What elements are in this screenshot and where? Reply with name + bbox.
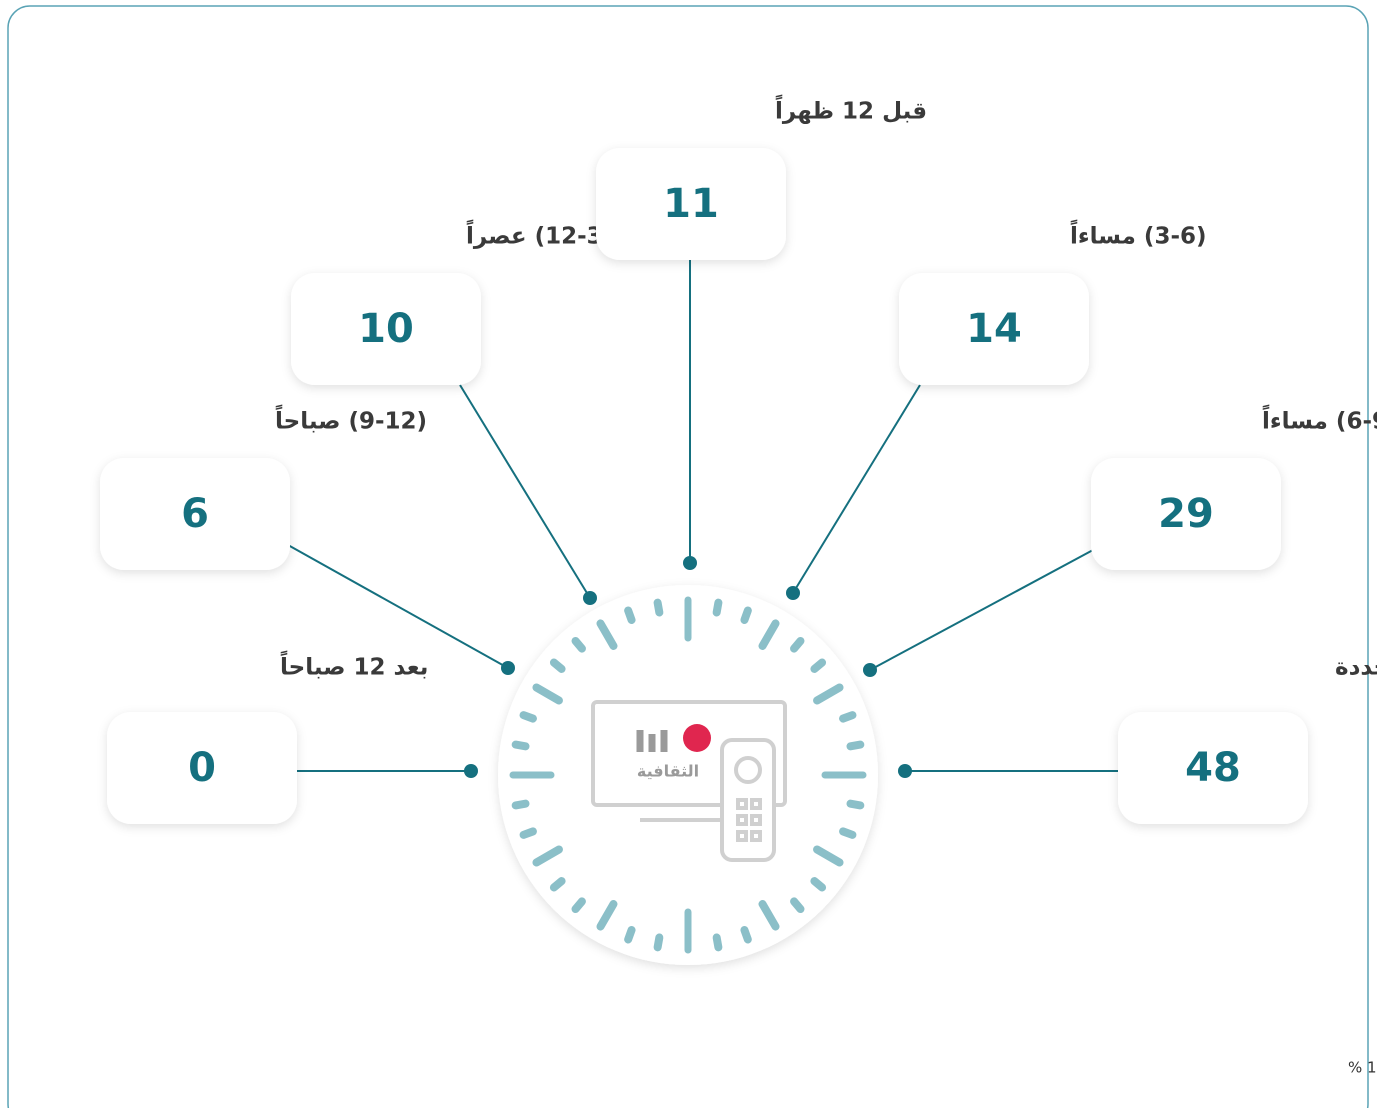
clock-tick [740,606,752,624]
logo-text: الثقافية [637,762,699,781]
connector [869,549,1094,671]
slot-value: 48 [1185,745,1241,791]
clock-tick [653,598,664,617]
slot-value: 29 [1158,491,1214,537]
clock-tick [549,877,566,892]
connector-dot [898,764,912,778]
time-slot: 0 بعد 12 صباحاً [107,650,478,824]
logo: الثقافية [636,724,711,781]
time-slot: 6 (9-12) صباحاً [100,404,515,675]
slot-label: (9-12) صباحاً [275,404,427,434]
clock-tick [839,827,857,839]
clock-tick [846,740,865,751]
clock-tick [712,933,723,952]
connector-dot [501,661,515,675]
value-box [1118,712,1308,824]
slot-label: (6-9) مساءاً [1262,404,1377,434]
connector [459,384,591,599]
value-box [291,273,481,385]
clock-tick [712,598,723,617]
slot-value: 0 [188,745,216,791]
clock-face [498,585,878,965]
clock-tick [571,897,586,914]
slot-label: (12-3) عصراً [466,219,613,249]
time-slot: 29 (6-9) مساءاً [863,404,1377,677]
slot-label: قبل 12 ظهراً [775,94,927,124]
clock-tick [549,658,566,673]
slot-value: 6 [181,491,209,537]
clock-tick [624,926,636,944]
clock-tick [813,845,844,867]
connector-dot [786,586,800,600]
clock-tick [532,845,563,867]
value-box [1091,458,1281,570]
tv-icon [591,700,787,862]
slot-value: 10 [358,306,414,352]
slot-value: 14 [966,306,1022,352]
clock-tick [532,683,563,705]
connector [792,384,921,594]
value-box [596,148,786,260]
slot-label: (3-6) مساءاً [1070,219,1207,249]
value-box [899,273,1089,385]
time-slot: 48 لا توجد أوقات محددة [898,651,1377,824]
clock-tick [758,900,780,931]
clock-tick [758,619,780,650]
clock-tick [653,933,664,952]
clock-tick [596,619,618,650]
clock-tick [790,897,805,914]
value-box [107,712,297,824]
connector-dot [583,591,597,605]
slot-label: لا توجد أوقات محددة [1335,651,1377,681]
connector [287,544,509,669]
clock-tick [511,740,530,751]
connector-dot [683,556,697,570]
clock-tick [624,606,636,624]
frame [7,5,1369,1108]
clock-tick [519,827,537,839]
time-slot: 14 (3-6) مساءاً [786,219,1207,600]
connector-dot [464,764,478,778]
clock-tick [571,636,586,653]
time-slot: 11 قبل 12 ظهراً [596,94,927,570]
clock-tick [810,877,827,892]
clock-tick [839,711,857,723]
clock-tick [740,926,752,944]
clock-tick [519,711,537,723]
clock-ticks [509,596,867,954]
clock-tick [511,799,530,810]
clock-tick [596,900,618,931]
footnote: * يسمح بتعدد الإجابات في هذا السؤال ولذل… [1348,1058,1377,1078]
slot-label: بعد 12 صباحاً [280,650,428,680]
clock-tick [810,658,827,673]
clock-tick [790,636,805,653]
slot-value: 11 [663,181,719,227]
clock-tick [846,799,865,810]
clock-tick [813,683,844,705]
value-box [100,458,290,570]
connector-dot [863,663,877,677]
time-slot: 10 (12-3) عصراً [291,219,613,605]
